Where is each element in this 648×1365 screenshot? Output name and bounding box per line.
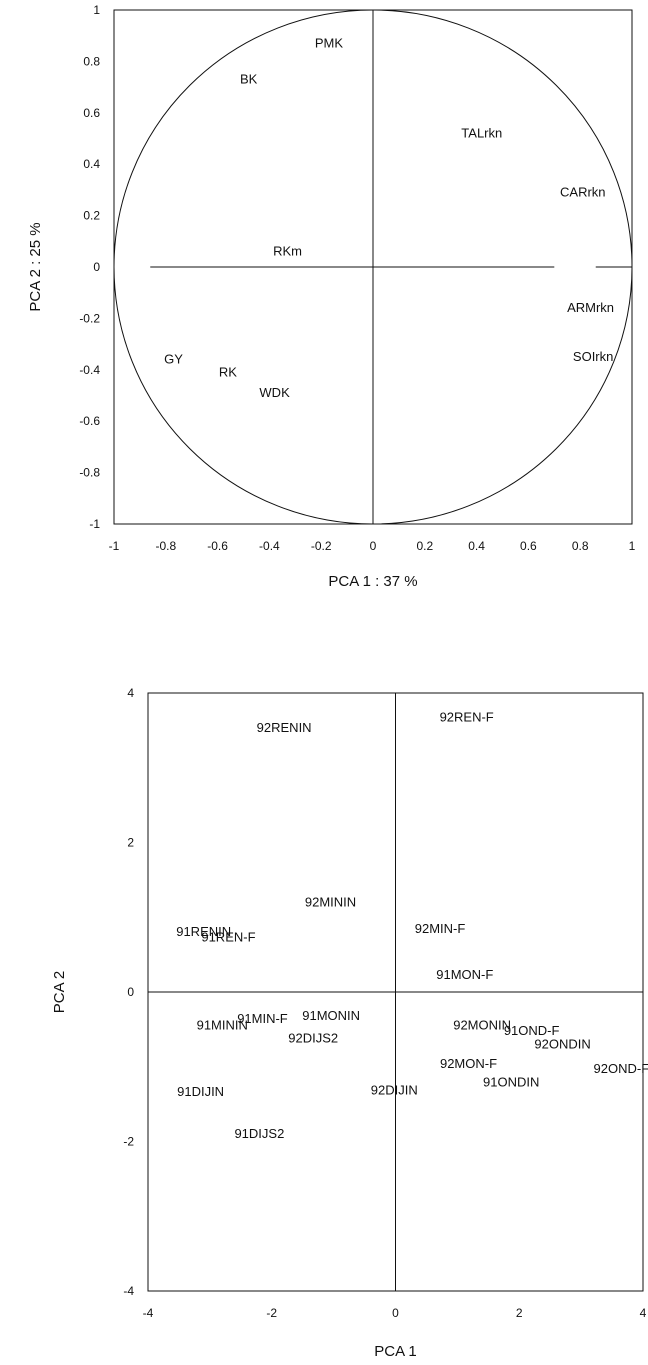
loading-plot: -1 -0.8 -0.6 -0.4 -0.2 0 0.2 0.4 0.6 0.8 1 1 0.8 0.6… <box>27 3 636 590</box>
y-tick-label: 1 <box>93 3 100 17</box>
point-label: 91RENIN <box>176 924 231 939</box>
point-label: 92OND-F <box>594 1061 648 1076</box>
point-label: 91MININ <box>197 1018 248 1033</box>
x-tick-labels: -4 -2 0 2 4 <box>143 1306 647 1320</box>
y-tick-label: 4 <box>127 686 134 700</box>
point-label: PMK <box>315 35 344 50</box>
point-label: CARrkn <box>560 184 606 199</box>
point-label: RKm <box>273 244 302 259</box>
point-label: 91MIN-F <box>237 1011 288 1026</box>
y-tick-label: 0 <box>127 985 134 999</box>
point-label: 92MININ <box>305 894 356 909</box>
point-label: SOIrkn <box>573 349 613 364</box>
point-label: 92MONIN <box>453 1018 511 1033</box>
point-labels: 92REN-F 92RENIN 92MININ 92MIN-F 91RENIN91REN… <box>176 710 648 1141</box>
y-tick-label: -2 <box>123 1135 134 1149</box>
x-tick-label: -0.2 <box>311 539 332 553</box>
x-tick-label: 0.2 <box>416 539 433 553</box>
x-tick-label: 0.4 <box>468 539 485 553</box>
x-axis-title: PCA 1 <box>374 1343 417 1360</box>
point-label: ARMrkn <box>567 300 614 315</box>
x-tick-label: -2 <box>266 1306 277 1320</box>
y-tick-label: 0.4 <box>83 157 100 171</box>
point-label: RK <box>219 364 237 379</box>
point-labels: PMK BK TALrkn CARrkn RKm ARMrkn SOIrkn GY RK WDK <box>164 35 614 400</box>
y-tick-label: -0.2 <box>79 311 100 325</box>
point-label: 92REN-F <box>440 710 494 725</box>
score-plot: -4 -2 0 2 4 4 2 0 -2 -4 92REN-F 92RENIN 92MININ 92M… <box>51 686 648 1360</box>
point-label: TALrkn <box>461 125 502 140</box>
x-tick-label: -0.6 <box>207 539 228 553</box>
point-label: 92DIJS2 <box>288 1030 338 1045</box>
y-tick-label: 0 <box>93 260 100 274</box>
x-tick-label: 0 <box>370 539 377 553</box>
point-label: 92DIJIN <box>371 1083 418 1098</box>
x-axis-title: PCA 1 : 37 % <box>328 573 417 590</box>
x-tick-label: -1 <box>109 539 120 553</box>
y-tick-label: 2 <box>127 836 134 850</box>
point-label: 91MONIN <box>302 1008 360 1023</box>
x-tick-label: 0.6 <box>520 539 537 553</box>
y-tick-label: -1 <box>89 517 100 531</box>
point-label: 92MON-F <box>440 1056 497 1071</box>
x-tick-labels: -1 -0.8 -0.6 -0.4 -0.2 0 0.2 0.4 0.6 0.8 1 <box>109 539 636 553</box>
point-label: WDK <box>259 385 290 400</box>
point-label: 91DIJIN <box>177 1084 224 1099</box>
y-axis-title: PCA 2 : 25 % <box>27 222 44 311</box>
point-label: 91ONDIN <box>483 1074 539 1089</box>
point-label: 91REN-F <box>201 929 255 944</box>
y-tick-label: -0.4 <box>79 363 100 377</box>
point-label: 92MIN-F <box>415 921 466 936</box>
x-tick-label: 0 <box>392 1306 399 1320</box>
y-tick-label: -0.6 <box>79 414 100 428</box>
point-label: 91DIJS2 <box>234 1126 284 1141</box>
x-tick-label: 1 <box>629 539 636 553</box>
y-tick-labels: 1 0.8 0.6 0.4 0.2 0 -0.2 -0.4 -0.6 -0.8 -1 <box>79 3 100 531</box>
x-tick-label: -0.4 <box>259 539 280 553</box>
x-tick-label: -4 <box>143 1306 154 1320</box>
y-tick-label: 0.6 <box>83 106 100 120</box>
point-label: BK <box>240 71 258 86</box>
y-tick-label: -4 <box>123 1284 134 1298</box>
x-tick-label: -0.8 <box>155 539 176 553</box>
x-tick-label: 4 <box>640 1306 647 1320</box>
x-tick-label: 0.8 <box>572 539 589 553</box>
y-axis-title: PCA 2 <box>51 971 68 1014</box>
y-tick-label: 0.2 <box>83 209 100 223</box>
point-label: 91MON-F <box>436 967 493 982</box>
y-tick-label: 0.8 <box>83 54 100 68</box>
x-tick-label: 2 <box>516 1306 523 1320</box>
point-label: GY <box>164 352 183 367</box>
y-tick-labels: 4 2 0 -2 -4 <box>123 686 134 1298</box>
point-label: 91OND-F <box>504 1023 560 1038</box>
point-label: 92ONDIN <box>534 1036 590 1051</box>
point-label: 92RENIN <box>257 720 312 735</box>
y-tick-label: -0.8 <box>79 466 100 480</box>
